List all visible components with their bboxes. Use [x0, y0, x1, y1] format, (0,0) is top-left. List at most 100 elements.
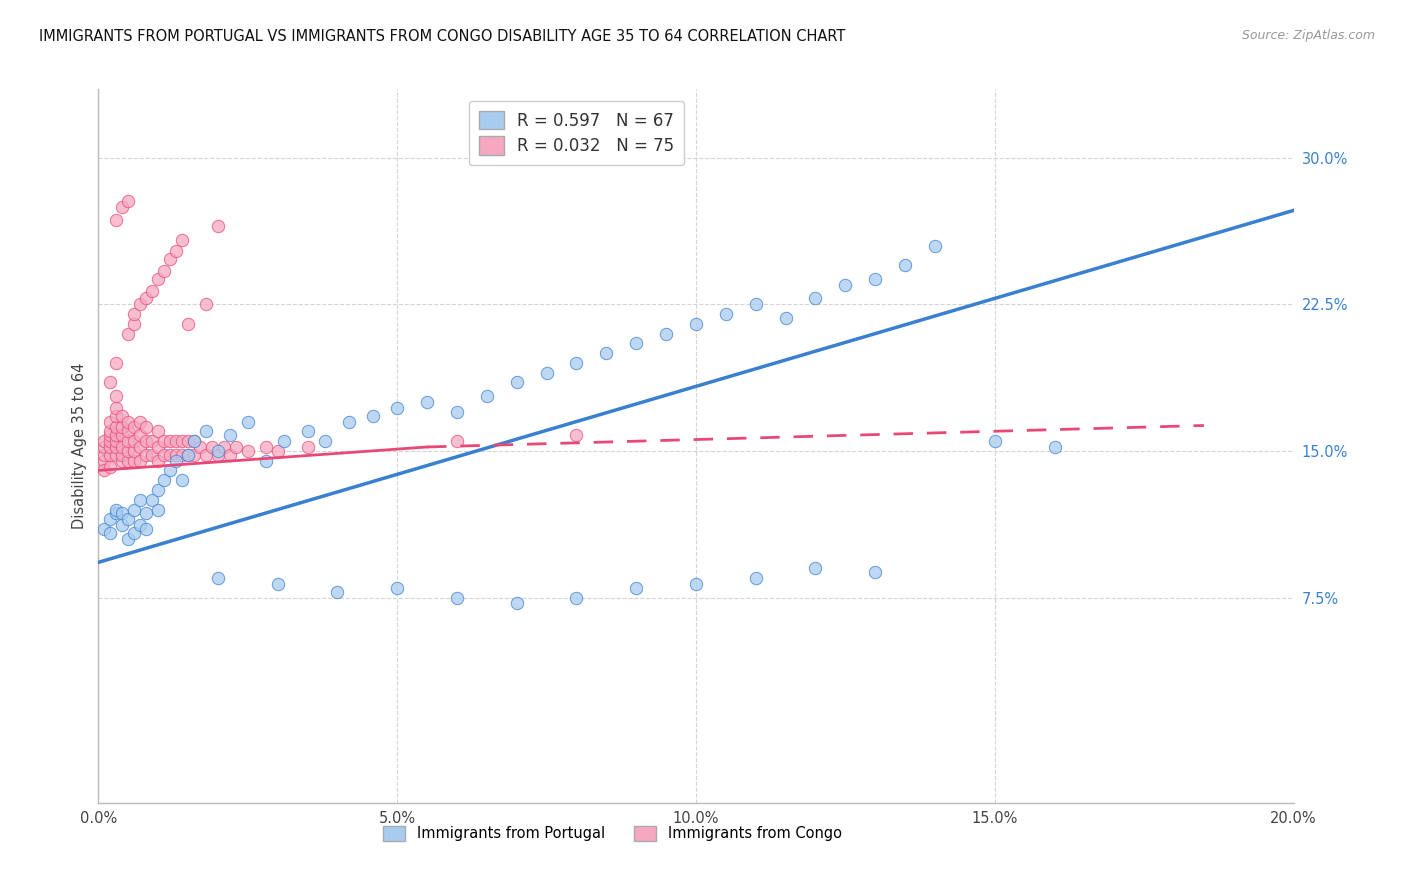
Point [254, 453, 277, 467]
Point [273, 434, 295, 449]
Point [177, 448, 200, 462]
Point [385, 401, 409, 415]
Point [153, 473, 176, 487]
Point [207, 448, 229, 462]
Point [207, 219, 229, 233]
Point [141, 448, 163, 462]
Point [165, 448, 187, 462]
Point [446, 405, 468, 419]
Point [117, 194, 139, 208]
Point [111, 440, 134, 454]
Point [207, 571, 229, 585]
Point [98, 434, 122, 449]
Point [93, 463, 115, 477]
Point [93, 440, 115, 454]
Point [385, 581, 409, 595]
Point [124, 502, 146, 516]
Point [159, 434, 181, 449]
Point [297, 440, 319, 454]
Point [105, 507, 128, 521]
Point [236, 443, 259, 458]
Point [93, 522, 115, 536]
Point [159, 252, 181, 267]
Point [105, 401, 128, 415]
Point [129, 428, 152, 442]
Point [135, 507, 157, 521]
Point [153, 448, 176, 462]
Point [117, 512, 139, 526]
Point [148, 425, 170, 439]
Point [834, 277, 856, 292]
Point [124, 453, 146, 467]
Point [93, 448, 115, 462]
Legend: Immigrants from Portugal, Immigrants from Congo: Immigrants from Portugal, Immigrants fro… [377, 820, 848, 847]
Point [129, 440, 152, 454]
Text: IMMIGRANTS FROM PORTUGAL VS IMMIGRANTS FROM CONGO DISABILITY AGE 35 TO 64 CORREL: IMMIGRANTS FROM PORTUGAL VS IMMIGRANTS F… [39, 29, 846, 44]
Point [117, 443, 139, 458]
Point [98, 459, 122, 474]
Point [685, 317, 707, 331]
Point [195, 448, 218, 462]
Point [924, 238, 946, 252]
Point [105, 409, 128, 423]
Point [135, 522, 157, 536]
Point [219, 448, 242, 462]
Point [105, 213, 128, 227]
Point [475, 389, 498, 403]
Point [165, 244, 187, 259]
Point [219, 428, 242, 442]
Point [626, 581, 648, 595]
Point [177, 317, 200, 331]
Point [172, 434, 194, 449]
Point [141, 434, 163, 449]
Point [536, 366, 558, 380]
Point [129, 492, 152, 507]
Point [267, 577, 290, 591]
Point [148, 440, 170, 454]
Point [775, 310, 797, 325]
Point [745, 571, 768, 585]
Point [124, 307, 146, 321]
Point [105, 448, 128, 462]
Point [446, 591, 468, 605]
Point [565, 591, 588, 605]
Point [105, 428, 128, 442]
Point [225, 440, 247, 454]
Point [714, 307, 737, 321]
Point [93, 453, 115, 467]
Point [212, 440, 235, 454]
Point [129, 453, 152, 467]
Point [98, 376, 122, 390]
Point [98, 512, 122, 526]
Point [172, 233, 194, 247]
Point [135, 292, 157, 306]
Point [565, 356, 588, 370]
Point [124, 317, 146, 331]
Point [135, 434, 157, 449]
Point [141, 284, 163, 298]
Point [124, 420, 146, 434]
Point [183, 434, 205, 449]
Point [894, 258, 917, 272]
Point [626, 336, 648, 351]
Point [98, 428, 122, 442]
Point [111, 448, 134, 462]
Point [745, 297, 768, 311]
Point [105, 420, 128, 434]
Point [165, 453, 187, 467]
Point [297, 425, 319, 439]
Text: Source: ZipAtlas.com: Source: ZipAtlas.com [1241, 29, 1375, 42]
Point [339, 415, 361, 429]
Point [124, 526, 146, 541]
Point [129, 297, 152, 311]
Point [804, 292, 827, 306]
Point [105, 356, 128, 370]
Point [804, 561, 827, 575]
Point [153, 434, 176, 449]
Point [117, 326, 139, 341]
Point [188, 440, 211, 454]
Point [315, 434, 337, 449]
Point [117, 415, 139, 429]
Point [153, 264, 176, 278]
Point [363, 409, 385, 423]
